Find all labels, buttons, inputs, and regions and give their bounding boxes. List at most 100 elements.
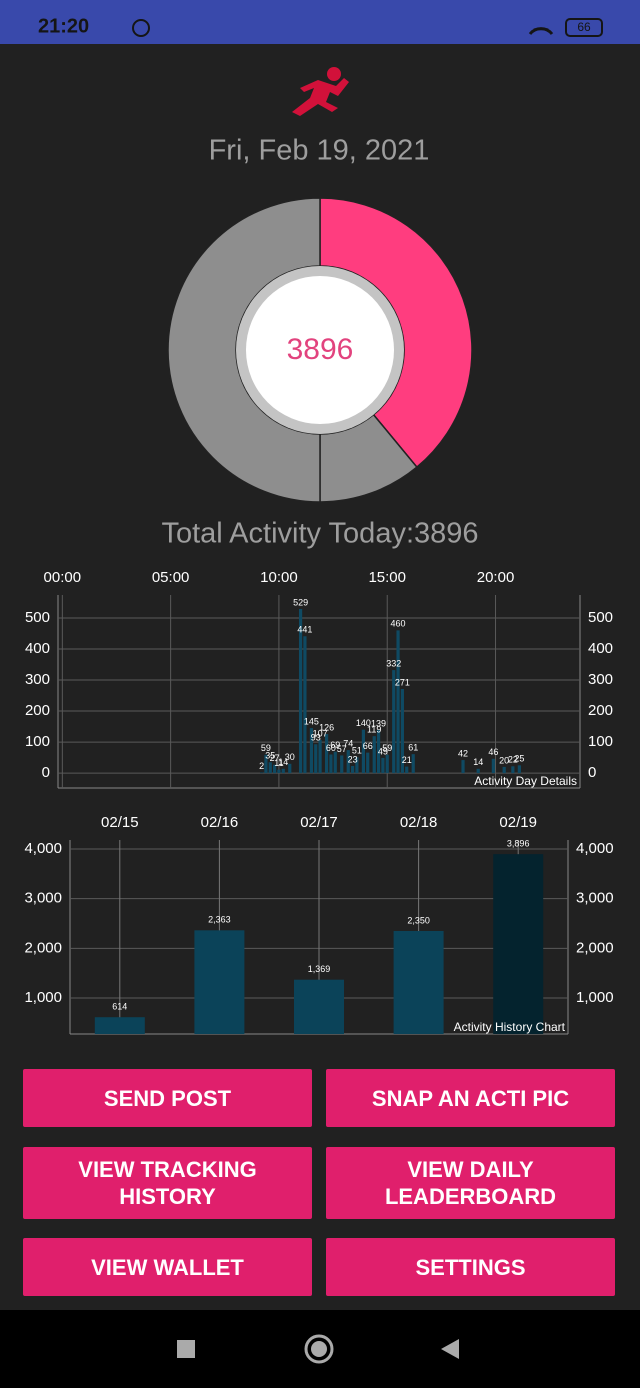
bar-value-label: 441 bbox=[297, 625, 312, 635]
bar-value-label: 93 bbox=[311, 733, 321, 743]
bar bbox=[294, 979, 344, 1034]
y-tick-label: 300 bbox=[25, 671, 50, 688]
bar-value-label: 25 bbox=[514, 754, 524, 764]
bar-value-label: 30 bbox=[285, 752, 295, 762]
bar bbox=[324, 734, 329, 774]
bar bbox=[372, 736, 376, 774]
bar-value-label: 21 bbox=[402, 755, 412, 765]
action-button[interactable]: VIEW DAILY LEADERBOARD bbox=[326, 1147, 615, 1219]
bar bbox=[385, 754, 389, 774]
y2-tick-label: 1,000 bbox=[576, 989, 614, 1006]
x-tick-label: 02/16 bbox=[201, 814, 239, 831]
bar-value-label: 529 bbox=[293, 597, 308, 607]
bar-value-label: 3,896 bbox=[507, 839, 530, 849]
donut-caption: Total Activity Today:3896 bbox=[161, 518, 478, 550]
battery-level: 66 bbox=[577, 20, 591, 34]
bar bbox=[511, 766, 515, 774]
y2-tick-label: 500 bbox=[588, 609, 613, 626]
action-button[interactable]: VIEW WALLET bbox=[23, 1238, 312, 1296]
bar-value-label: 2 bbox=[259, 761, 264, 771]
bar bbox=[346, 750, 350, 774]
bar-value-label: 59 bbox=[261, 743, 271, 753]
donut-center-value: 3896 bbox=[287, 333, 354, 366]
donut-center bbox=[246, 276, 394, 424]
bar-value-label: 126 bbox=[319, 722, 334, 732]
bar bbox=[318, 739, 322, 774]
bar bbox=[396, 630, 400, 774]
bar bbox=[272, 764, 277, 774]
runner-logo bbox=[292, 67, 349, 116]
bar bbox=[355, 757, 359, 774]
y2-tick-label: 2,000 bbox=[576, 939, 614, 956]
bar bbox=[314, 744, 318, 774]
y-tick-label: 200 bbox=[25, 702, 50, 719]
bar-value-label: 119 bbox=[367, 725, 381, 735]
date-label: Fri, Feb 19, 2021 bbox=[209, 135, 430, 167]
nav-home[interactable] bbox=[304, 1334, 334, 1364]
bar bbox=[366, 752, 370, 774]
bar-value-label: 139 bbox=[371, 718, 386, 728]
x-tick-label: 00:00 bbox=[44, 569, 82, 586]
x-tick-label: 02/19 bbox=[499, 814, 537, 831]
nav-back[interactable] bbox=[441, 1339, 459, 1359]
nav-home-dot bbox=[311, 1341, 327, 1357]
bar bbox=[476, 768, 480, 774]
bar-value-label: 57 bbox=[337, 744, 347, 754]
x-tick-label: 02/18 bbox=[400, 814, 438, 831]
x-tick-label: 05:00 bbox=[152, 569, 190, 586]
bar-value-label: 69 bbox=[330, 740, 340, 750]
alarm-icon bbox=[132, 19, 150, 37]
bar-value-label: 11 bbox=[274, 758, 283, 768]
action-button[interactable]: SEND POST bbox=[23, 1069, 312, 1127]
bar bbox=[260, 772, 264, 774]
action-button[interactable]: VIEW TRACKING HISTORY bbox=[23, 1147, 312, 1219]
bar-value-label: 2,350 bbox=[407, 915, 430, 925]
bar bbox=[94, 1017, 145, 1034]
bar-value-label: 46 bbox=[488, 747, 498, 757]
status-time: 21:20 bbox=[38, 15, 89, 37]
bar bbox=[393, 930, 444, 1034]
battery-icon bbox=[565, 18, 603, 37]
nav-recents[interactable] bbox=[177, 1340, 195, 1358]
bar bbox=[333, 751, 337, 774]
bar bbox=[411, 754, 415, 774]
bar-value-label: 20 bbox=[499, 755, 509, 765]
bar-value-label: 145 bbox=[304, 716, 319, 726]
bar-value-label: 61 bbox=[408, 743, 418, 753]
y2-tick-label: 100 bbox=[588, 733, 613, 750]
chart-annotation: Activity History Chart bbox=[454, 1020, 566, 1034]
bar-value-label: 42 bbox=[458, 748, 468, 758]
bar-value-label: 460 bbox=[391, 619, 406, 629]
bar bbox=[502, 766, 506, 774]
bar-value-label: 2,363 bbox=[208, 915, 231, 925]
wifi-icon bbox=[528, 27, 554, 36]
bar bbox=[461, 760, 465, 774]
bar bbox=[298, 608, 303, 774]
bar-value-label: 23 bbox=[348, 754, 358, 764]
bar bbox=[194, 930, 245, 1034]
bar-value-label: 27 bbox=[270, 753, 280, 763]
bar-value-label: 35 bbox=[265, 751, 275, 761]
bar-value-label: 59 bbox=[382, 743, 392, 753]
bar bbox=[340, 755, 344, 774]
bar bbox=[281, 768, 285, 774]
x-tick-label: 02/17 bbox=[300, 814, 338, 831]
y2-tick-label: 3,000 bbox=[576, 890, 614, 907]
bar bbox=[400, 689, 404, 774]
action-button[interactable]: SNAP AN ACTI PIC bbox=[326, 1069, 615, 1127]
bar-value-label: 271 bbox=[395, 677, 410, 687]
x-tick-label: 15:00 bbox=[368, 569, 406, 586]
bar-value-label: 49 bbox=[378, 746, 388, 756]
bar-value-label: 107 bbox=[313, 728, 328, 738]
y-tick-label: 2,000 bbox=[24, 939, 62, 956]
y-tick-label: 0 bbox=[42, 764, 50, 781]
bar-value-label: 332 bbox=[386, 658, 401, 668]
bar bbox=[361, 729, 366, 774]
bar-value-label: 614 bbox=[112, 1002, 127, 1012]
bar-value-label: 66 bbox=[363, 741, 373, 751]
x-tick-label: 20:00 bbox=[477, 569, 515, 586]
bar-value-label: 22 bbox=[508, 755, 518, 765]
action-button[interactable]: SETTINGS bbox=[326, 1238, 615, 1296]
y-tick-label: 3,000 bbox=[24, 890, 62, 907]
